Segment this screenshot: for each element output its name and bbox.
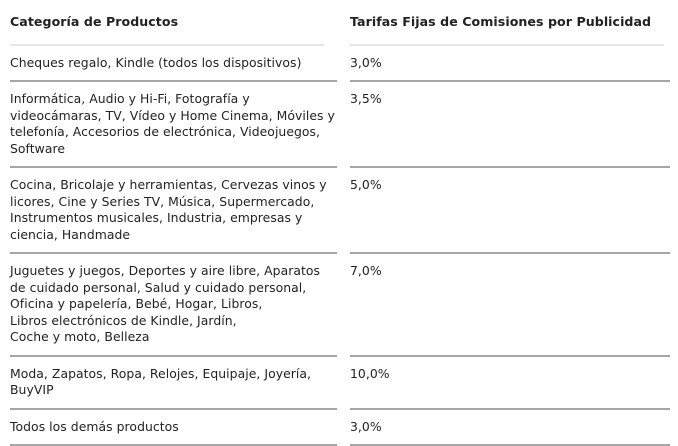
rate-cell: 5,0%: [350, 168, 670, 254]
table-row: Moda, Zapatos, Ropa, Relojes, Equipaje, …: [10, 357, 674, 410]
column-header-rate: Tarifas Fijas de Comisiones por Publicid…: [350, 0, 664, 46]
table-row: Juguetes y juegos, Deportes y aire libre…: [10, 254, 674, 357]
category-line: Libros electrónicos de Kindle, Jardín,: [10, 313, 337, 330]
rate-cell: 7,0%: [350, 254, 670, 357]
category-cell: Juguetes y juegos, Deportes y aire libre…: [10, 254, 337, 357]
category-line: Oficina y papelería, Bebé, Hogar, Libros…: [10, 296, 337, 313]
column-header-category: Categoría de Productos: [10, 0, 324, 46]
table-row: Todos los demás productos 3,0%: [10, 410, 674, 446]
category-line: Moda, Zapatos, Ropa, Relojes, Equipaje, …: [10, 366, 337, 383]
commission-rates-table: Categoría de Productos Tarifas Fijas de …: [10, 0, 674, 446]
table-header-row: Categoría de Productos Tarifas Fijas de …: [10, 0, 674, 46]
category-line: licores, Cine y Series TV, Música, Super…: [10, 194, 337, 211]
category-line: Juguetes y juegos, Deportes y aire libre…: [10, 263, 337, 280]
category-cell: Informática, Audio y Hi-Fi, Fotografía y…: [10, 82, 337, 168]
category-line: BuyVIP: [10, 382, 337, 399]
category-line: Software: [10, 141, 337, 158]
category-line: ciencia, Handmade: [10, 227, 337, 244]
category-cell: Cheques regalo, Kindle (todos los dispos…: [10, 46, 337, 83]
category-line: Cheques regalo, Kindle (todos los dispos…: [10, 55, 337, 72]
table-row: Cheques regalo, Kindle (todos los dispos…: [10, 46, 674, 83]
category-line: telefonía, Accesorios de electrónica, Vi…: [10, 124, 337, 141]
category-cell: Cocina, Bricolaje y herramientas, Cervez…: [10, 168, 337, 254]
category-line: Instrumentos musicales, Industria, empre…: [10, 210, 337, 227]
category-line: Informática, Audio y Hi-Fi, Fotografía y: [10, 91, 337, 108]
category-line: de cuidado personal, Salud y cuidado per…: [10, 280, 337, 297]
category-cell: Todos los demás productos: [10, 410, 337, 446]
rate-cell: 3,0%: [350, 46, 670, 83]
category-line: Coche y moto, Belleza: [10, 329, 337, 346]
table-row: Cocina, Bricolaje y herramientas, Cervez…: [10, 168, 674, 254]
rate-cell: 10,0%: [350, 357, 670, 410]
rate-cell: 3,0%: [350, 410, 670, 446]
category-line: videocámaras, TV, Vídeo y Home Cinema, M…: [10, 108, 337, 125]
rate-cell: 3,5%: [350, 82, 670, 168]
category-cell: Moda, Zapatos, Ropa, Relojes, Equipaje, …: [10, 357, 337, 410]
table-row: Informática, Audio y Hi-Fi, Fotografía y…: [10, 82, 674, 168]
category-line: Cocina, Bricolaje y herramientas, Cervez…: [10, 177, 337, 194]
